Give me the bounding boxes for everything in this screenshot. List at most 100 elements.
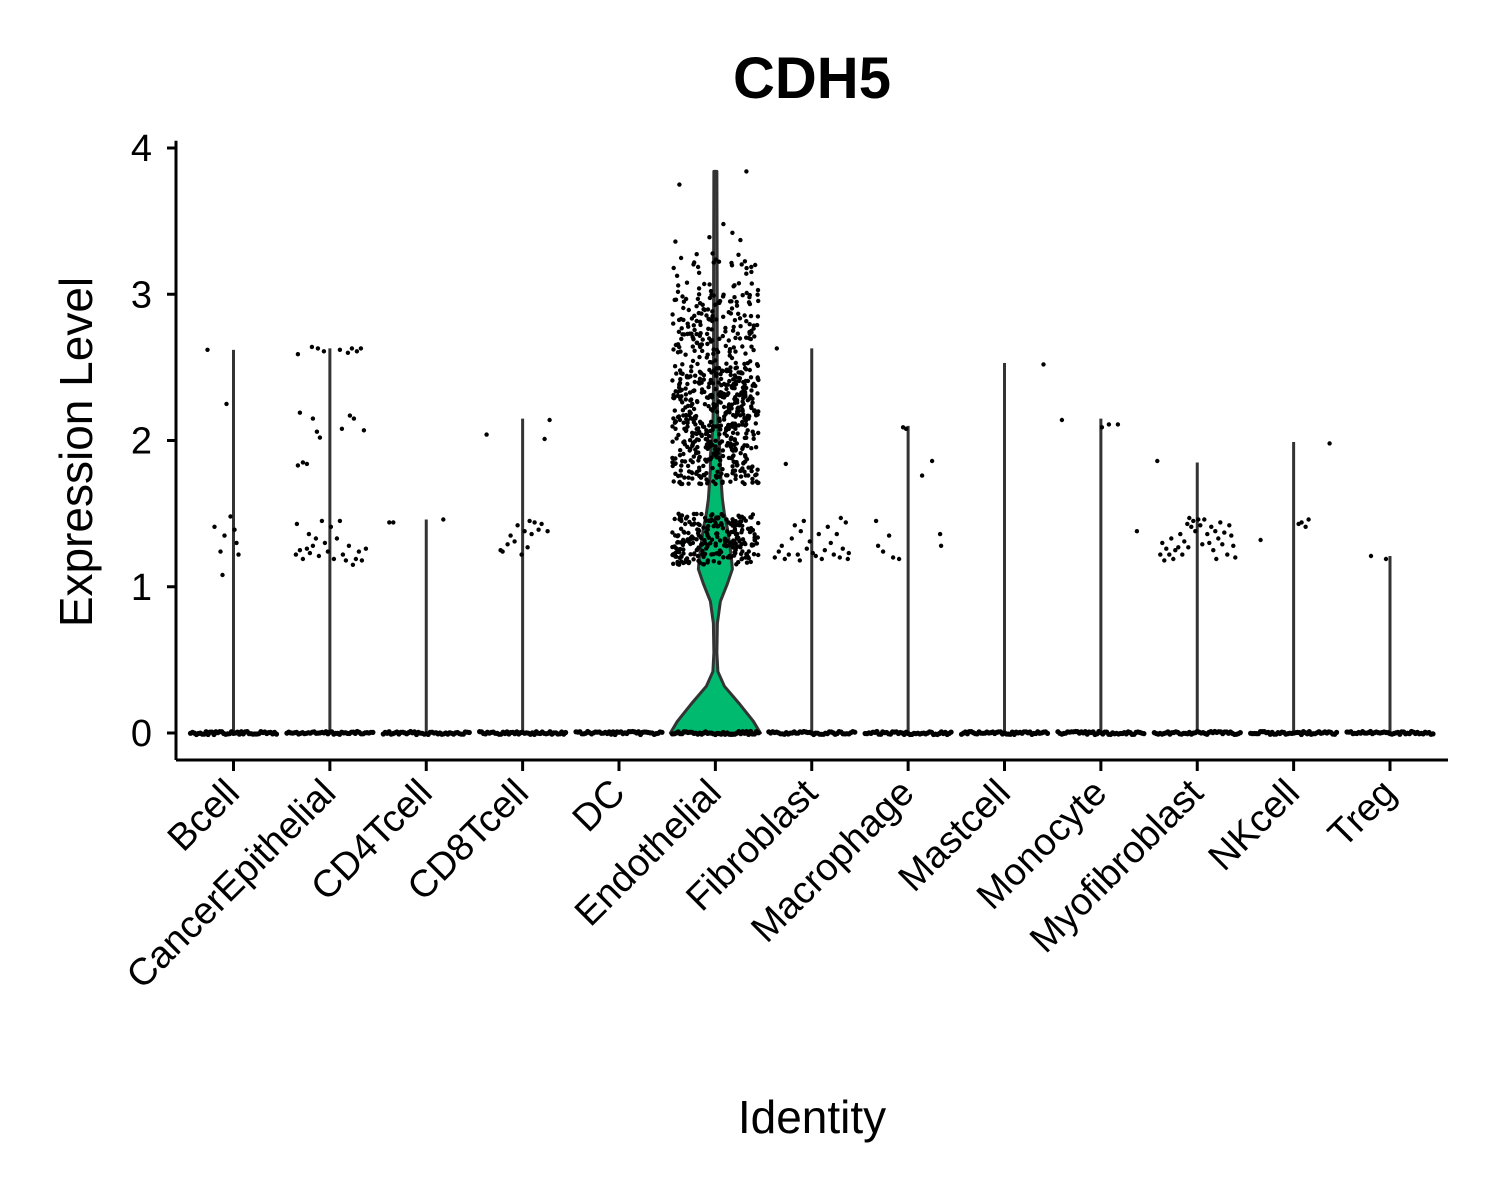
point [719, 522, 724, 527]
point [734, 523, 739, 528]
point [682, 332, 687, 337]
point [728, 372, 733, 378]
point [725, 555, 731, 560]
point [681, 529, 686, 534]
point [673, 297, 679, 302]
point [739, 262, 744, 267]
point [1237, 730, 1243, 736]
point [743, 454, 748, 459]
point [220, 572, 225, 578]
point [686, 307, 691, 313]
point [370, 729, 376, 736]
point [1368, 553, 1374, 559]
point [743, 418, 749, 423]
point [522, 529, 527, 534]
point [680, 362, 685, 367]
point [744, 560, 750, 565]
point [750, 476, 755, 482]
point [749, 468, 754, 474]
point [686, 413, 692, 418]
point [753, 445, 759, 450]
point [690, 540, 696, 546]
point [706, 433, 712, 439]
point [731, 442, 737, 447]
point [755, 287, 761, 293]
point [831, 552, 836, 557]
point [701, 562, 706, 567]
point [1171, 556, 1176, 562]
point [688, 374, 693, 379]
point [739, 404, 744, 409]
point [873, 518, 879, 524]
point [709, 327, 714, 332]
point [749, 269, 754, 275]
point [716, 365, 722, 371]
point [678, 468, 683, 473]
point [792, 523, 797, 528]
point [694, 304, 699, 309]
point [724, 443, 730, 448]
point [1099, 425, 1105, 430]
point [736, 311, 741, 316]
point [694, 340, 699, 346]
point [1191, 518, 1196, 524]
point [727, 347, 733, 352]
point [563, 729, 569, 736]
point [730, 464, 735, 469]
point [1196, 517, 1201, 522]
point [709, 318, 715, 324]
point [755, 730, 762, 736]
point [742, 259, 748, 264]
point [695, 264, 701, 270]
point [748, 559, 753, 565]
point [304, 546, 310, 551]
point [681, 413, 686, 418]
point [1059, 417, 1065, 423]
point [717, 538, 723, 543]
point [696, 270, 702, 275]
point [673, 239, 678, 244]
point [676, 414, 682, 419]
point [1220, 542, 1225, 547]
point [740, 537, 746, 542]
point [710, 309, 715, 314]
point [734, 411, 740, 416]
point [728, 441, 733, 446]
point [683, 352, 688, 357]
point [737, 393, 742, 398]
point [721, 555, 726, 560]
point [714, 515, 719, 520]
point [736, 281, 742, 286]
nonzero-points-endothelial [673, 169, 749, 244]
point [297, 548, 303, 553]
point [755, 314, 761, 319]
point [733, 335, 738, 341]
point [687, 519, 692, 525]
point [702, 538, 707, 543]
point [732, 373, 737, 378]
point [702, 281, 707, 287]
point [716, 300, 721, 305]
point [698, 534, 703, 539]
point [710, 443, 715, 448]
point [752, 408, 757, 413]
point [700, 552, 705, 557]
point [720, 467, 725, 472]
point [1303, 524, 1308, 529]
point [697, 333, 702, 338]
point [748, 375, 754, 380]
point [742, 481, 747, 487]
zero-points-nkcell [1248, 729, 1340, 738]
chart-title: CDH5 [733, 46, 891, 111]
point [683, 428, 689, 434]
x-tick-label-bcell: Bcell [160, 772, 248, 860]
point [886, 533, 892, 538]
point [679, 518, 684, 524]
point [743, 473, 748, 478]
point [672, 364, 678, 369]
point [840, 546, 845, 551]
point [674, 436, 679, 441]
point [689, 369, 694, 374]
point [733, 360, 738, 366]
point [679, 326, 684, 331]
